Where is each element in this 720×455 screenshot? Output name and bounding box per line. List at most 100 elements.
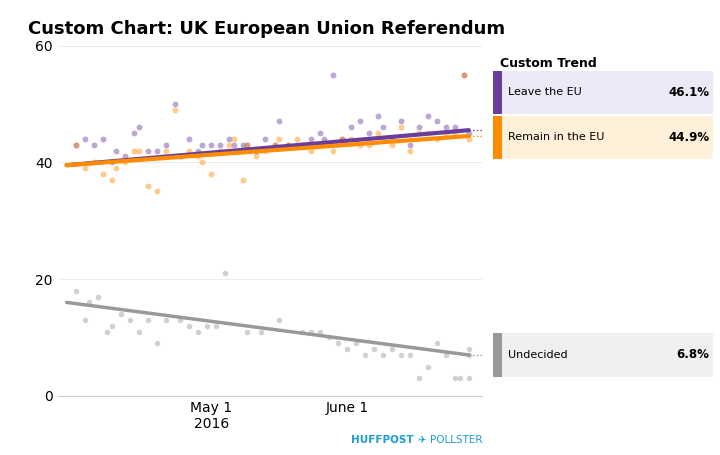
Point [70, 141, 81, 148]
Point [79, 316, 91, 324]
Point [174, 316, 185, 324]
Point [395, 118, 407, 125]
Text: Leave the EU: Leave the EU [508, 87, 581, 97]
Point [364, 141, 375, 148]
Point [431, 118, 443, 125]
Point [192, 328, 204, 335]
Point [449, 375, 461, 382]
Point [192, 147, 204, 154]
Point [305, 135, 316, 142]
Point [151, 147, 163, 154]
Point [386, 135, 397, 142]
Text: 44.9%: 44.9% [668, 131, 709, 144]
Point [97, 135, 109, 142]
Text: Custom Trend: Custom Trend [500, 57, 597, 70]
Point [143, 147, 154, 154]
Point [413, 129, 425, 136]
Point [373, 112, 384, 119]
Point [169, 106, 181, 113]
Point [120, 153, 131, 160]
Text: ✈ POLLSTER: ✈ POLLSTER [418, 435, 482, 445]
Point [174, 153, 185, 160]
Point [364, 129, 375, 136]
Point [183, 147, 194, 154]
Point [129, 129, 140, 136]
Point [133, 328, 145, 335]
Point [459, 71, 470, 78]
Point [350, 339, 361, 347]
Point [106, 159, 117, 166]
Point [183, 135, 194, 142]
Point [70, 141, 81, 148]
Point [161, 141, 172, 148]
Point [346, 135, 357, 142]
Point [463, 129, 474, 136]
Point [88, 159, 99, 166]
Point [84, 299, 95, 306]
Point [386, 345, 397, 353]
Point [124, 316, 135, 324]
Point [102, 328, 113, 335]
Point [79, 165, 91, 172]
Point [197, 141, 208, 148]
Point [260, 147, 271, 154]
Point [395, 124, 407, 131]
Text: Undecided: Undecided [508, 350, 567, 360]
Point [296, 328, 307, 335]
Point [161, 147, 172, 154]
Point [106, 322, 117, 329]
Point [463, 375, 474, 382]
Point [314, 328, 325, 335]
Point [274, 135, 285, 142]
Point [423, 129, 434, 136]
Point [314, 141, 325, 148]
Point [336, 135, 348, 142]
Point [260, 135, 271, 142]
Point [305, 147, 316, 154]
Point [111, 147, 122, 154]
Point [441, 129, 452, 136]
Point [215, 141, 226, 148]
Point [205, 170, 217, 177]
Point [395, 351, 407, 359]
Point [318, 141, 330, 148]
Point [201, 322, 212, 329]
Text: 46.1%: 46.1% [668, 86, 709, 99]
Point [292, 141, 303, 148]
Point [341, 345, 353, 353]
Text: HUFFPOST: HUFFPOST [351, 435, 414, 445]
Point [454, 375, 466, 382]
Point [133, 147, 145, 154]
Point [219, 269, 230, 277]
Point [377, 124, 389, 131]
Point [97, 170, 109, 177]
Point [368, 345, 379, 353]
Point [282, 141, 294, 148]
Point [242, 141, 253, 148]
Point [228, 141, 240, 148]
Point [79, 135, 91, 142]
Point [224, 141, 235, 148]
Point [346, 124, 357, 131]
Point [192, 153, 204, 160]
Point [228, 135, 240, 142]
Point [251, 147, 262, 154]
Point [449, 129, 461, 136]
Text: Remain in the EU: Remain in the EU [508, 132, 604, 142]
Point [423, 112, 434, 119]
Point [215, 147, 226, 154]
Point [161, 316, 172, 324]
Point [413, 375, 425, 382]
Point [336, 135, 348, 142]
Point [205, 141, 217, 148]
Point [274, 118, 285, 125]
Point [269, 141, 280, 148]
Point [355, 141, 366, 148]
Point [423, 363, 434, 370]
Point [305, 328, 316, 335]
Point [459, 71, 470, 78]
Point [133, 124, 145, 131]
Point [373, 129, 384, 136]
Point [332, 339, 343, 347]
Point [318, 135, 330, 142]
